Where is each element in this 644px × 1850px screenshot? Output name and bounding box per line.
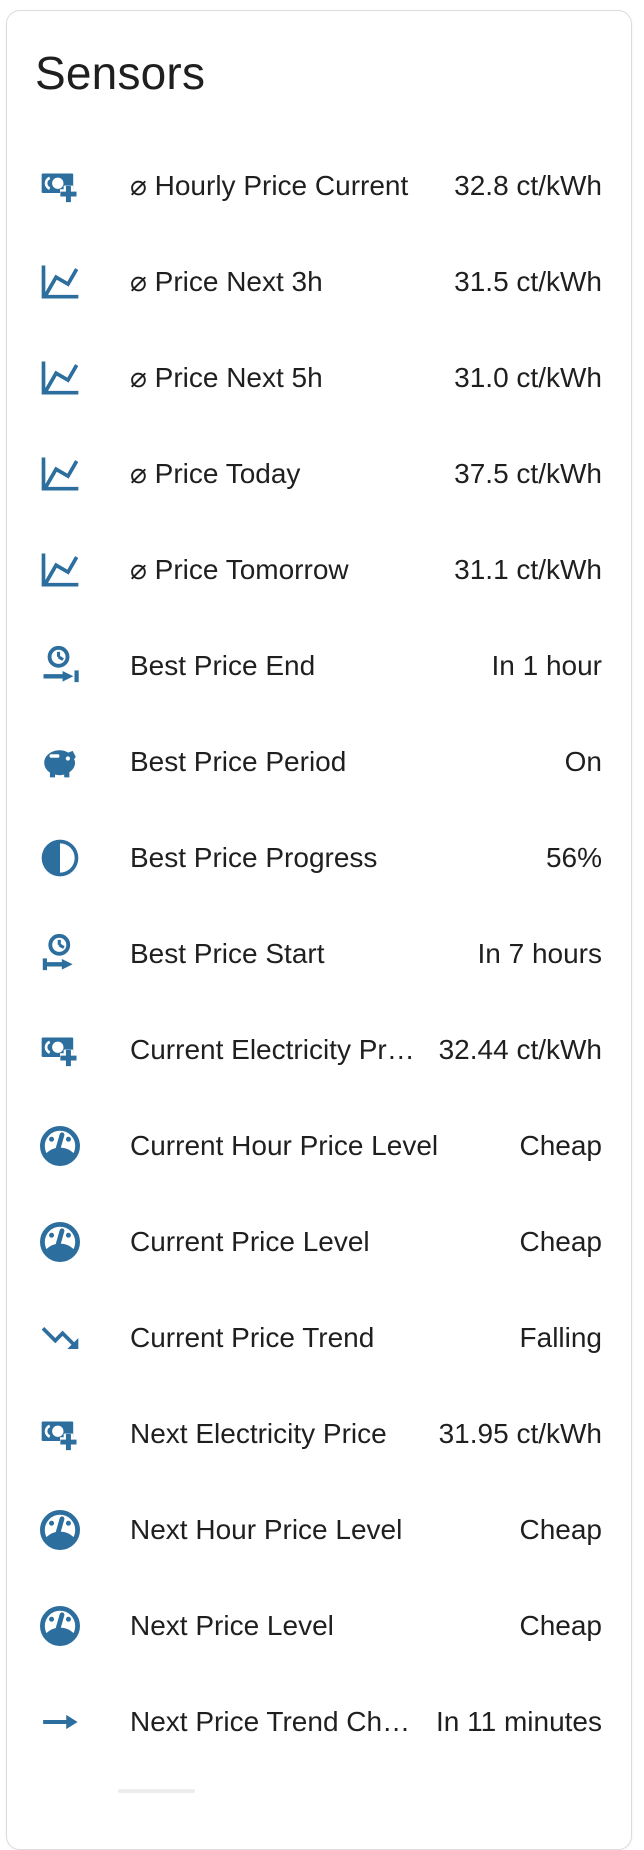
card-title: Sensors bbox=[35, 47, 206, 99]
entity-state: Cheap bbox=[519, 1226, 602, 1257]
circle-half-full-icon bbox=[38, 836, 82, 880]
entity-name: ⌀ Price Tomorrow bbox=[130, 554, 349, 585]
entity-state: 56% bbox=[545, 842, 602, 873]
clipped-next-row-hint bbox=[118, 1789, 195, 1793]
entity-state: 32.8 ct/kWh bbox=[454, 170, 602, 201]
entity-row[interactable]: Best Price End In 1 hour bbox=[38, 618, 602, 714]
entity-state: In 11 minutes bbox=[435, 1706, 602, 1737]
entity-name: ⌀ Price Next 3h bbox=[130, 266, 323, 297]
entity-row[interactable]: Current Price Trend Falling bbox=[38, 1290, 602, 1386]
entity-row[interactable]: ⌀ Price Tomorrow 31.1 ct/kWh bbox=[38, 522, 602, 618]
entity-state: In 1 hour bbox=[491, 650, 602, 681]
chart-line-icon bbox=[38, 452, 82, 496]
gauge-icon bbox=[38, 1220, 82, 1264]
chart-line-icon bbox=[38, 260, 82, 304]
entity-name: Current Price Trend bbox=[130, 1322, 375, 1353]
entity-state: 32.44 ct/kWh bbox=[438, 1034, 602, 1065]
entity-name: Next Hour Price Level bbox=[130, 1514, 403, 1545]
entity-state: 31.95 ct/kWh bbox=[438, 1418, 602, 1449]
cash-plus-icon bbox=[38, 1412, 82, 1456]
chart-line-icon bbox=[38, 548, 82, 592]
entity-row[interactable]: Best Price Progress 56% bbox=[38, 810, 602, 906]
entity-name: Next Price Trend Ch… bbox=[130, 1706, 411, 1737]
entity-row[interactable]: Next Hour Price Level Cheap bbox=[38, 1482, 602, 1578]
entity-state: On bbox=[564, 746, 602, 777]
entity-name: Best Price Progress bbox=[130, 842, 378, 873]
entity-row[interactable]: ⌀ Price Next 3h 31.5 ct/kWh bbox=[38, 234, 602, 330]
trending-down-icon bbox=[38, 1316, 82, 1360]
entity-name: ⌀ Hourly Price Current bbox=[130, 170, 409, 201]
entity-name: Next Price Level bbox=[130, 1610, 334, 1641]
entity-row[interactable]: ⌀ Hourly Price Current 32.8 ct/kWh bbox=[38, 138, 602, 234]
entity-name: Best Price Period bbox=[130, 746, 347, 777]
sensors-card: Sensors ⌀ Hourly Price Current 32.8 ct/kW… bbox=[6, 10, 632, 1850]
entity-state: 31.5 ct/kWh bbox=[454, 266, 602, 297]
entity-row[interactable]: Current Price Level Cheap bbox=[38, 1194, 602, 1290]
chart-line-icon bbox=[38, 356, 82, 400]
entity-name: Best Price End bbox=[130, 650, 316, 681]
entity-state: 31.1 ct/kWh bbox=[454, 554, 602, 585]
arrow-right-icon bbox=[38, 1700, 82, 1744]
entity-row[interactable]: Best Price Start In 7 hours bbox=[38, 906, 602, 1002]
entity-state: Cheap bbox=[519, 1514, 602, 1545]
entity-row[interactable]: Next Electricity Price 31.95 ct/kWh bbox=[38, 1386, 602, 1482]
entity-row[interactable]: Next Price Trend Ch… In 11 minutes bbox=[38, 1674, 602, 1770]
gauge-icon bbox=[38, 1508, 82, 1552]
entity-name: Current Price Level bbox=[130, 1226, 370, 1257]
entity-name: Next Electricity Price bbox=[130, 1418, 387, 1449]
entity-row[interactable]: Current Hour Price Level Cheap bbox=[38, 1098, 602, 1194]
entity-state: 31.0 ct/kWh bbox=[454, 362, 602, 393]
entity-state: 37.5 ct/kWh bbox=[454, 458, 602, 489]
piggy-bank-icon bbox=[38, 740, 82, 784]
cash-plus-icon bbox=[38, 1028, 82, 1072]
entity-name: Best Price Start bbox=[130, 938, 325, 969]
entity-name: ⌀ Price Today bbox=[130, 458, 301, 489]
entity-name: Current Hour Price Level bbox=[130, 1130, 439, 1161]
entity-state: In 7 hours bbox=[477, 938, 602, 969]
entity-row[interactable]: Current Electricity Pr… 32.44 ct/kWh bbox=[38, 1002, 602, 1098]
sensor-list: ⌀ Hourly Price Current 32.8 ct/kWh ⌀ Price… bbox=[38, 138, 602, 1770]
entity-state: Cheap bbox=[519, 1130, 602, 1161]
entity-name: ⌀ Price Next 5h bbox=[130, 362, 323, 393]
entity-row[interactable]: ⌀ Price Today 37.5 ct/kWh bbox=[38, 426, 602, 522]
gauge-icon bbox=[38, 1124, 82, 1168]
entity-state: Cheap bbox=[519, 1610, 602, 1641]
cash-plus-icon bbox=[38, 164, 82, 208]
entity-name: Current Electricity Pr… bbox=[130, 1034, 415, 1065]
entity-row[interactable]: ⌀ Price Next 5h 31.0 ct/kWh bbox=[38, 330, 602, 426]
entity-row[interactable]: Best Price Period On bbox=[38, 714, 602, 810]
clock-end-icon bbox=[38, 644, 82, 688]
entity-row[interactable]: Next Price Level Cheap bbox=[38, 1578, 602, 1674]
gauge-icon bbox=[38, 1604, 82, 1648]
clock-start-icon bbox=[38, 932, 82, 976]
entity-state: Falling bbox=[519, 1322, 602, 1353]
